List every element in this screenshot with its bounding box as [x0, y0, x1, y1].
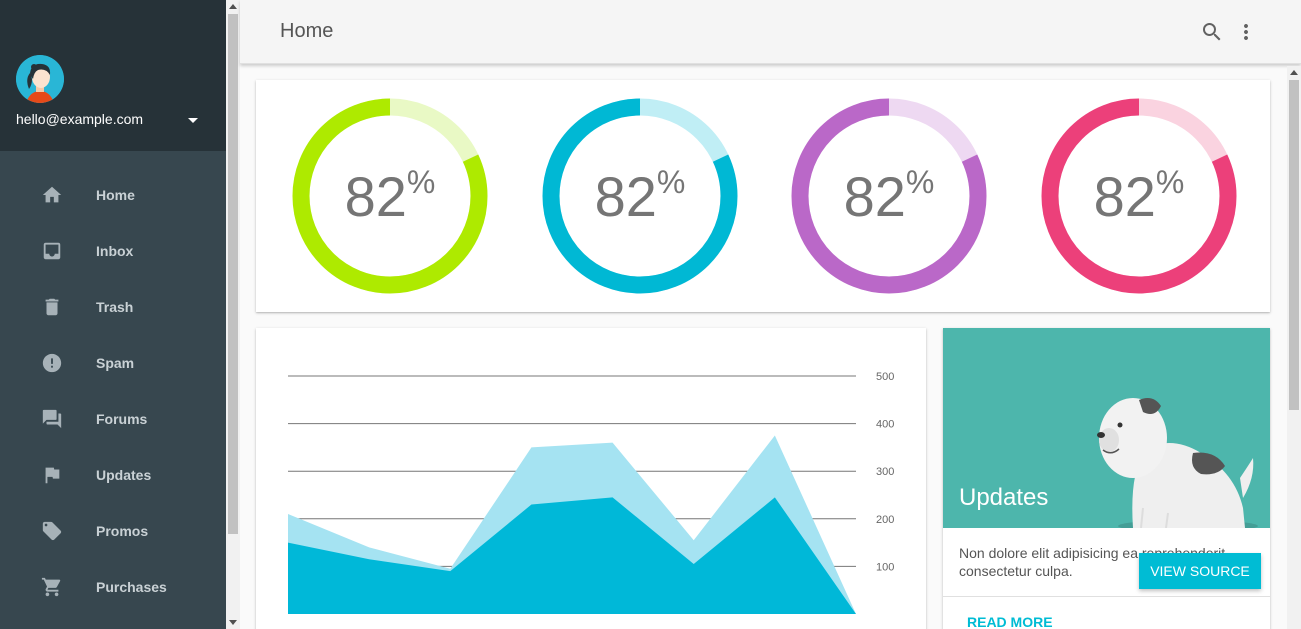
scrollbar-thumb[interactable]	[1289, 80, 1299, 410]
more-vert-icon	[1244, 24, 1248, 40]
scroll-down-arrow-icon[interactable]	[229, 620, 237, 625]
gauge-value: 82	[344, 164, 407, 228]
trash-icon	[40, 295, 64, 319]
sidebar-item-label: Home	[96, 187, 135, 203]
divider	[943, 596, 1270, 597]
tag-icon	[40, 519, 64, 543]
top-app-bar: Home	[240, 0, 1301, 64]
area-chart: 500 400 300 200 100	[288, 371, 894, 614]
updates-title: Updates	[959, 484, 1049, 511]
progress-gauge: 82%	[290, 96, 490, 296]
sidebar-item-forums[interactable]: Forums	[0, 391, 226, 447]
gauge-value: 82	[594, 164, 657, 228]
area-chart-card: 500 400 300 200 100	[256, 328, 926, 629]
home-icon	[40, 183, 64, 207]
sidebar: hello@example.com Home Inbox Trash Spam …	[0, 0, 226, 629]
flag-icon	[40, 463, 64, 487]
gauge-unit: %	[905, 164, 935, 200]
sidebar-item-label: Inbox	[96, 243, 134, 259]
scrollbar-thumb[interactable]	[228, 14, 238, 534]
sidebar-item-label: Spam	[96, 355, 135, 371]
y-tick-label: 500	[876, 371, 894, 383]
avatar[interactable]	[16, 55, 64, 103]
gauge-arc	[791, 98, 987, 294]
more-options-button[interactable]	[1234, 20, 1258, 44]
sidebar-item-updates[interactable]: Updates	[0, 447, 226, 503]
arrow-drop-down-icon	[188, 117, 198, 123]
nav-menu: Home Inbox Trash Spam Forums Updates Pro…	[0, 167, 226, 615]
sidebar-item-label: Updates	[96, 467, 152, 483]
forum-icon	[40, 407, 64, 431]
sidebar-item-trash[interactable]: Trash	[0, 279, 226, 335]
page-title: Home	[280, 20, 334, 42]
content-scrollbar[interactable]	[1287, 66, 1301, 629]
updates-card: Updates Non dolore elit adipisicing ea r…	[943, 328, 1270, 629]
inbox-icon	[40, 239, 64, 263]
sidebar-item-label: Trash	[96, 299, 134, 315]
read-more-link[interactable]: READ MORE	[967, 614, 1053, 629]
gauge-unit: %	[1155, 164, 1185, 200]
progress-gauge: 82%	[1039, 96, 1239, 296]
updates-media: Updates	[943, 328, 1270, 532]
sidebar-item-label: Promos	[96, 523, 149, 539]
search-icon	[1203, 23, 1221, 41]
y-tick-label: 400	[876, 419, 894, 431]
sidebar-item-spam[interactable]: Spam	[0, 335, 226, 391]
gauge-arc	[1041, 98, 1237, 294]
scroll-up-arrow-icon[interactable]	[229, 4, 237, 9]
gauge-unit: %	[656, 164, 686, 200]
sidebar-item-label: Forums	[96, 411, 148, 427]
account-email: hello@example.com	[16, 111, 144, 127]
sidebar-scrollbar[interactable]	[226, 0, 240, 629]
sidebar-item-home[interactable]: Home	[0, 167, 226, 223]
gauge-arc	[292, 98, 488, 294]
sidebar-item-promos[interactable]: Promos	[0, 503, 226, 559]
account-header: hello@example.com	[0, 0, 226, 151]
gauge-unit: %	[406, 164, 436, 200]
y-tick-label: 200	[876, 514, 894, 526]
cart-icon	[40, 575, 64, 599]
sidebar-item-inbox[interactable]: Inbox	[0, 223, 226, 279]
gauges-card: 82% 82% 82% 82%	[256, 80, 1270, 312]
progress-gauge: 82%	[540, 96, 740, 296]
sidebar-item-label: Purchases	[96, 579, 167, 595]
y-tick-label: 300	[876, 466, 894, 478]
account-dropdown-button[interactable]	[183, 110, 203, 130]
area-series-1	[288, 497, 856, 614]
spam-icon	[40, 351, 64, 375]
progress-gauge: 82%	[789, 96, 989, 296]
main-content: 82% 82% 82% 82% 500 400 300 200 100	[240, 66, 1287, 629]
gauge-arc	[542, 98, 738, 294]
search-button[interactable]	[1200, 20, 1224, 44]
gauge-value: 82	[1093, 164, 1156, 228]
view-source-button[interactable]: VIEW SOURCE	[1139, 553, 1261, 589]
scroll-up-arrow-icon[interactable]	[1290, 70, 1298, 75]
sidebar-item-purchases[interactable]: Purchases	[0, 559, 226, 615]
y-tick-label: 100	[876, 561, 894, 573]
gauge-value: 82	[843, 164, 906, 228]
